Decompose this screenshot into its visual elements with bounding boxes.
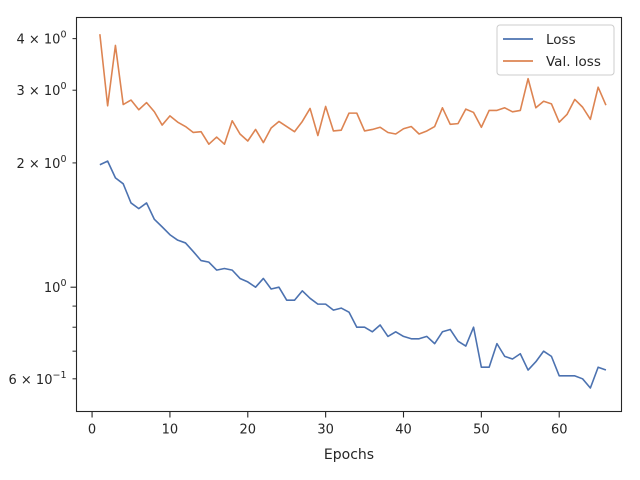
legend-box	[496, 24, 615, 76]
x-axis: 0 10 20 30 40 50 60	[88, 411, 568, 438]
x-axis-label: Epochs	[324, 447, 374, 463]
x-tick-label: 30	[317, 423, 334, 438]
x-tick-label: 20	[240, 423, 257, 438]
y-axis: 100 6 × 10−1 2 × 100 3 × 100 4 × 100	[9, 30, 77, 388]
y-tick-label: 4 × 100	[16, 30, 66, 48]
legend: Loss Val. loss	[496, 24, 615, 76]
x-tick-label: 60	[551, 423, 568, 438]
y-tick-label: 100	[44, 278, 67, 296]
x-tick-label: 40	[395, 423, 412, 438]
x-tick-label: 0	[88, 423, 96, 438]
plot-frame	[75, 16, 623, 413]
legend-label-val-loss: Val. loss	[546, 54, 601, 70]
x-tick-label: 50	[473, 423, 490, 438]
legend-label-loss: Loss	[546, 32, 576, 48]
y-tick-label: 6 × 10−1	[9, 370, 67, 388]
series-line-val-loss	[99, 34, 607, 145]
x-tick-label: 10	[162, 423, 179, 438]
series-lines	[99, 34, 607, 389]
y-tick-label: 3 × 100	[16, 81, 66, 99]
y-tick-label: 2 × 100	[16, 154, 66, 172]
series-line-loss	[99, 160, 607, 389]
